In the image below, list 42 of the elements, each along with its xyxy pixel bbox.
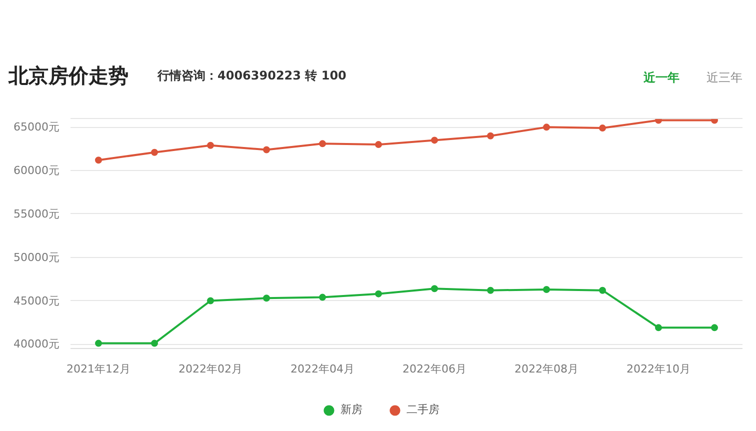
point: [711, 118, 718, 124]
point: [543, 124, 550, 131]
point: [655, 324, 662, 332]
point: [431, 136, 438, 144]
point: [711, 324, 718, 332]
point: [599, 286, 606, 294]
chart-subtitle: 行情咨询：4006390223 转 100: [156, 68, 346, 82]
y-tick-label: 65000元: [14, 120, 60, 134]
point: [431, 285, 438, 292]
chart-title: 北京房价走势: [8, 64, 128, 88]
text: 近一年: [642, 70, 680, 84]
point: [375, 141, 382, 148]
point: [207, 142, 214, 149]
x-tick-label: 2022年06月: [402, 362, 467, 376]
x-tick-label: 2022年02月: [178, 362, 243, 376]
point: [151, 340, 158, 347]
point: [655, 118, 662, 124]
y-tick-label: 50000元: [14, 250, 60, 264]
point: [319, 140, 326, 148]
y-tick-label: 55000元: [14, 207, 60, 220]
x-tick-label: 2022年10月: [626, 362, 691, 376]
y-tick-label: 45000元: [14, 294, 60, 308]
point: [207, 297, 214, 304]
point: [263, 294, 270, 302]
point: [95, 340, 102, 347]
point: [543, 286, 550, 293]
point: [95, 156, 102, 164]
y-tick-label: 40000元: [14, 338, 60, 351]
point: [263, 146, 270, 154]
point: [487, 286, 494, 294]
point: [375, 290, 382, 298]
point: [319, 294, 326, 301]
legend-label: 二手房: [406, 402, 440, 417]
x-tick-label: 2022年08月: [514, 362, 579, 376]
x-tick-label: 2021年12月: [66, 362, 131, 376]
point: [599, 124, 606, 132]
x-tick-label: 2022年04月: [290, 362, 355, 376]
y-tick-label: 60000元: [14, 164, 60, 178]
point: [487, 132, 494, 140]
legend-label: 新房: [340, 402, 362, 417]
text: 近三年: [706, 70, 742, 84]
point: [151, 148, 158, 156]
